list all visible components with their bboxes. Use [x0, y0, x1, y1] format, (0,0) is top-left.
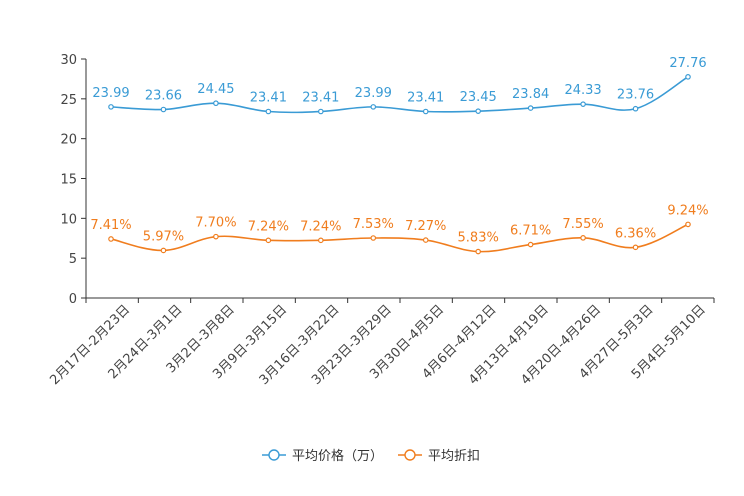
data-point [213, 233, 219, 240]
series-average-discount: 7.41% 5.97% 7.70% 7.24% 7.24% 7.53% 7.27% 5.83%… [90, 203, 709, 255]
data-point [632, 244, 639, 251]
data-label: 23.41 [302, 91, 339, 106]
data-label: 6.71% [510, 224, 551, 239]
data-label: 23.66 [145, 89, 182, 104]
y-tick-label: 15 [60, 173, 77, 188]
data-label: 7.27% [405, 219, 446, 234]
legend-label: 平均价格（万） [292, 448, 383, 464]
data-label: 7.41% [90, 218, 131, 233]
data-point [318, 108, 324, 115]
data-label: 24.33 [564, 83, 601, 98]
data-point [475, 248, 481, 255]
data-point [370, 104, 377, 110]
series-line [110, 223, 689, 253]
data-label: 5.83% [458, 231, 499, 246]
legend-marker-icon [268, 449, 280, 461]
data-label: 23.76 [617, 88, 654, 103]
data-point [527, 241, 534, 248]
data-label: 6.36% [615, 226, 656, 241]
data-point [580, 235, 586, 241]
y-tick-label: 5 [69, 252, 77, 267]
legend-label: 平均折扣 [428, 449, 480, 464]
legend-item-average-price: 平均价格（万） [262, 448, 383, 464]
y-tick-label: 20 [60, 133, 77, 148]
data-point [632, 105, 639, 112]
data-point [685, 221, 691, 228]
data-label: 7.24% [300, 219, 341, 234]
data-label: 7.70% [195, 216, 236, 231]
data-label: 5.97% [143, 229, 184, 244]
data-label: 23.41 [407, 91, 444, 106]
series-average-price: 23.99 23.66 24.45 23.41 23.41 23.99 23.41 23.45… [92, 56, 707, 115]
data-point [685, 74, 691, 80]
data-point [108, 104, 114, 110]
data-point [265, 237, 272, 244]
y-tick-label: 30 [60, 53, 77, 68]
y-tick-label: 10 [60, 212, 77, 227]
data-label: 27.76 [669, 56, 706, 71]
data-point [318, 237, 324, 244]
data-point [160, 247, 167, 254]
y-tick-label: 25 [60, 93, 77, 108]
data-label: 23.99 [92, 86, 129, 101]
data-label: 23.45 [460, 90, 497, 105]
data-point [370, 235, 377, 241]
data-label: 23.84 [512, 87, 549, 102]
data-label: 23.99 [355, 86, 392, 101]
data-point [475, 108, 481, 114]
data-label: 7.55% [562, 217, 603, 232]
data-point [422, 108, 429, 115]
data-point [108, 236, 114, 242]
data-label: 23.41 [250, 91, 287, 106]
data-point [265, 108, 272, 115]
data-label: 7.24% [248, 219, 289, 234]
data-point [580, 101, 586, 107]
data-label: 9.24% [667, 203, 708, 218]
data-label: 24.45 [197, 82, 234, 97]
legend-item-average-discount: 平均折扣 [398, 449, 480, 464]
series-line [110, 76, 689, 114]
data-point [527, 105, 534, 111]
legend-marker-icon [404, 449, 416, 461]
data-point [160, 106, 167, 113]
y-tick-label: 0 [69, 292, 77, 307]
data-label: 7.53% [353, 217, 394, 232]
data-point [422, 237, 429, 243]
data-point [213, 100, 219, 107]
